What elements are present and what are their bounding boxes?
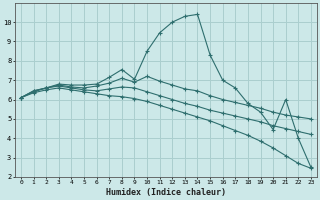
X-axis label: Humidex (Indice chaleur): Humidex (Indice chaleur): [106, 188, 226, 197]
